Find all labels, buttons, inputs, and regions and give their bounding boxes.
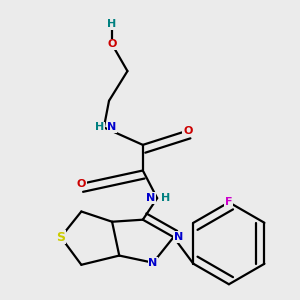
Text: N: N (174, 232, 183, 242)
Text: H: H (94, 122, 104, 133)
Text: H: H (161, 193, 170, 203)
Text: F: F (225, 197, 233, 207)
Text: N: N (148, 258, 158, 268)
Text: H: H (107, 19, 117, 29)
Text: N: N (146, 193, 156, 203)
Text: O: O (76, 179, 86, 189)
Text: O: O (183, 125, 193, 136)
Text: O: O (107, 39, 117, 50)
Text: S: S (56, 231, 65, 244)
Text: N: N (107, 122, 117, 133)
